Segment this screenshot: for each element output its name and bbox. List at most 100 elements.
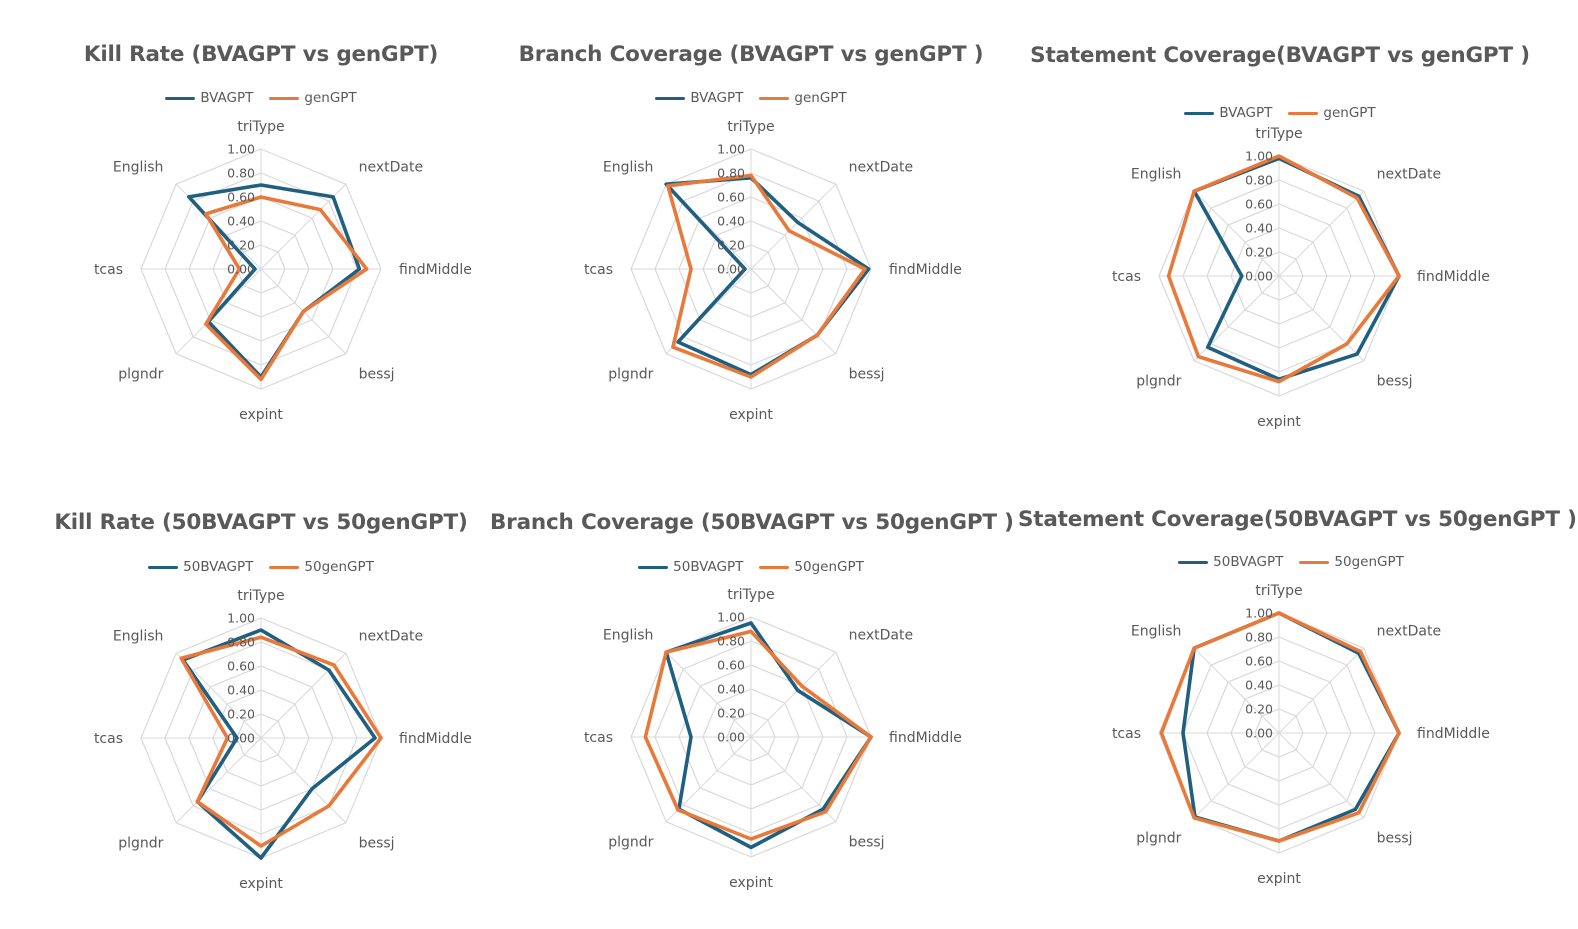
category-label: triType bbox=[1255, 583, 1302, 599]
legend-item-series-a: BVAGPT bbox=[1184, 105, 1272, 121]
category-label: expint bbox=[729, 875, 773, 891]
radial-tick-label: 0.00 bbox=[227, 262, 255, 277]
radar-spoke bbox=[750, 183, 837, 270]
category-label: bessj bbox=[359, 367, 395, 383]
chart-panel-statement-coverage: Statement Coverage(BVAGPT vs genGPT ) BV… bbox=[1018, 0, 1542, 465]
radar-spoke bbox=[750, 736, 837, 823]
series-line-50bvagpt bbox=[1181, 611, 1401, 843]
radar-spoke bbox=[1193, 190, 1280, 277]
category-label: triType bbox=[237, 119, 284, 135]
radial-tick-label: 0.80 bbox=[227, 635, 255, 650]
category-label: tcas bbox=[94, 262, 123, 278]
chart-title: Kill Rate (BVAGPT vs genGPT) bbox=[83, 42, 439, 67]
category-label: tcas bbox=[94, 731, 123, 747]
legend-swatch-series-b bbox=[759, 96, 790, 100]
radial-tick-label: 0.00 bbox=[227, 731, 255, 746]
radial-tick-label: 0.20 bbox=[227, 238, 255, 253]
radial-tick-label: 0.60 bbox=[227, 659, 255, 674]
category-label: bessj bbox=[1377, 374, 1413, 390]
radial-tick-label: 0.00 bbox=[717, 262, 745, 277]
series-line-50gengpt bbox=[643, 629, 873, 841]
legend-label: BVAGPT bbox=[200, 90, 254, 106]
radial-tick-label: 0.20 bbox=[717, 706, 745, 721]
category-label: nextDate bbox=[849, 159, 913, 175]
radial-tick-label: 0.40 bbox=[717, 214, 745, 229]
radar-spoke bbox=[260, 652, 347, 739]
legend-item-series-a: BVAGPT bbox=[655, 90, 743, 106]
category-label: expint bbox=[239, 407, 283, 423]
legend-item-series-b: genGPT bbox=[269, 90, 357, 106]
legend-swatch-series-a bbox=[638, 565, 669, 569]
legend-item-series-b: genGPT bbox=[1288, 105, 1376, 121]
radial-tick-label: 0.40 bbox=[1245, 221, 1273, 236]
legend-item-series-b: 50genGPT bbox=[1299, 554, 1404, 570]
series-line-gengpt bbox=[1166, 154, 1401, 384]
category-label: bessj bbox=[1377, 831, 1413, 847]
radar-spoke bbox=[1278, 732, 1365, 819]
radial-tick-label: 1.00 bbox=[227, 611, 255, 626]
radial-tick-label: 0.40 bbox=[227, 683, 255, 698]
radial-tick-label: 1.00 bbox=[227, 142, 255, 157]
radar-spoke bbox=[175, 737, 262, 824]
category-label: findMiddle bbox=[889, 730, 962, 746]
category-label: nextDate bbox=[359, 628, 423, 644]
legend-swatch-series-b bbox=[1299, 560, 1330, 564]
category-label: English bbox=[603, 627, 654, 643]
radial-tick-label: 0.60 bbox=[717, 658, 745, 673]
chart-title: Kill Rate (50BVAGPT vs 50genGPT) bbox=[54, 510, 468, 535]
radial-tick-label: 1.00 bbox=[1245, 606, 1273, 621]
chart-panel-statement-coverage-50: Statement Coverage(50BVAGPT vs 50genGPT … bbox=[1018, 465, 1577, 929]
legend-swatch-series-b bbox=[269, 96, 300, 100]
series-line-gengpt bbox=[204, 195, 369, 382]
category-label: plgndr bbox=[608, 367, 653, 383]
radial-tick-label: 0.00 bbox=[1245, 726, 1273, 741]
radar-spoke bbox=[665, 651, 752, 738]
category-label: bessj bbox=[849, 835, 885, 851]
category-label: bessj bbox=[849, 367, 885, 383]
radial-tick-label: 1.00 bbox=[1245, 149, 1273, 164]
radial-tick-label: 1.00 bbox=[717, 142, 745, 157]
radar-spoke bbox=[1278, 275, 1365, 362]
series-line-50bvagpt bbox=[664, 621, 873, 850]
radial-tick-label: 0.60 bbox=[227, 190, 255, 205]
category-label: plgndr bbox=[1136, 374, 1181, 390]
legend-item-series-b: genGPT bbox=[759, 90, 847, 106]
legend-label: BVAGPT bbox=[1219, 105, 1273, 121]
legend-label: 50genGPT bbox=[304, 559, 374, 575]
category-label: English bbox=[113, 159, 164, 175]
chart-legend: BVAGPT genGPT bbox=[490, 90, 1012, 106]
radar-chart: 0.00 0.20 0.40 0.60 0.80 1.00 triType nextDate f… bbox=[584, 119, 962, 423]
chart-legend: BVAGPT genGPT bbox=[1018, 105, 1542, 121]
legend-label: 50BVAGPT bbox=[183, 559, 254, 575]
category-label: tcas bbox=[1112, 269, 1141, 285]
radial-tick-label: 0.20 bbox=[1245, 702, 1273, 717]
chart-legend: 50BVAGPT 50genGPT bbox=[1018, 554, 1564, 570]
category-label: bessj bbox=[359, 836, 395, 852]
category-label: triType bbox=[1255, 126, 1302, 142]
radial-tick-label: 0.80 bbox=[1245, 173, 1273, 188]
radar-spoke bbox=[175, 652, 262, 739]
radial-tick-label: 0.60 bbox=[717, 190, 745, 205]
radial-tick-label: 0.80 bbox=[717, 634, 745, 649]
category-label: findMiddle bbox=[399, 262, 472, 278]
legend-swatch-series-a bbox=[1178, 560, 1209, 564]
radar-chart: 0.00 0.20 0.40 0.60 0.80 1.00 triType nextDate f… bbox=[1112, 583, 1490, 887]
radial-tick-label: 0.60 bbox=[1245, 197, 1273, 212]
radar-spoke bbox=[1278, 190, 1365, 277]
chart-panel-kill-rate: Kill Rate (BVAGPT vs genGPT) BVAGPT genG… bbox=[0, 0, 522, 465]
category-label: plgndr bbox=[608, 835, 653, 851]
category-label: tcas bbox=[584, 730, 613, 746]
radar-chart: 0.00 0.20 0.40 0.60 0.80 1.00 triType nextDate f… bbox=[94, 588, 472, 892]
category-label: findMiddle bbox=[1417, 726, 1490, 742]
category-label: findMiddle bbox=[1417, 269, 1490, 285]
legend-label: BVAGPT bbox=[690, 90, 744, 106]
legend-item-series-a: 50BVAGPT bbox=[148, 559, 253, 575]
radar-spoke bbox=[1193, 647, 1280, 734]
legend-label: 50BVAGPT bbox=[1213, 554, 1284, 570]
chart-title: Branch Coverage (50BVAGPT vs 50genGPT ) bbox=[490, 510, 1014, 535]
series-line-bvagpt bbox=[664, 176, 871, 377]
legend-label: 50genGPT bbox=[794, 559, 864, 575]
category-label: tcas bbox=[1112, 726, 1141, 742]
radial-tick-label: 0.20 bbox=[717, 238, 745, 253]
radial-tick-label: 0.00 bbox=[717, 730, 745, 745]
